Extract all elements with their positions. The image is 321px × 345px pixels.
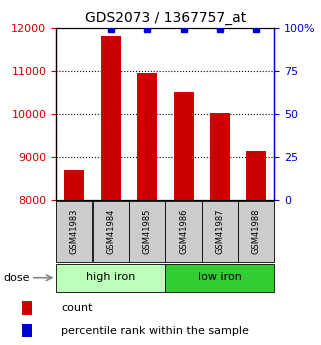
Bar bbox=[22, 324, 32, 337]
Text: GSM41987: GSM41987 bbox=[215, 208, 224, 254]
Text: GSM41988: GSM41988 bbox=[252, 208, 261, 254]
Text: count: count bbox=[61, 303, 92, 313]
Text: percentile rank within the sample: percentile rank within the sample bbox=[61, 326, 249, 336]
Text: high iron: high iron bbox=[86, 272, 135, 282]
FancyBboxPatch shape bbox=[93, 201, 129, 262]
Text: GSM41986: GSM41986 bbox=[179, 208, 188, 254]
Bar bbox=[246, 150, 266, 200]
Text: GSM41984: GSM41984 bbox=[106, 208, 115, 254]
FancyBboxPatch shape bbox=[166, 201, 202, 262]
Bar bbox=[22, 301, 32, 315]
Text: GSM41983: GSM41983 bbox=[70, 208, 79, 254]
FancyBboxPatch shape bbox=[129, 201, 165, 262]
Title: GDS2073 / 1367757_at: GDS2073 / 1367757_at bbox=[85, 11, 246, 25]
FancyBboxPatch shape bbox=[166, 264, 274, 292]
Text: dose: dose bbox=[3, 273, 30, 283]
Bar bbox=[173, 92, 194, 200]
Text: low iron: low iron bbox=[198, 272, 242, 282]
Bar bbox=[137, 73, 157, 200]
FancyBboxPatch shape bbox=[202, 201, 238, 262]
FancyBboxPatch shape bbox=[238, 201, 274, 262]
Bar bbox=[101, 36, 121, 200]
FancyBboxPatch shape bbox=[56, 201, 92, 262]
Text: GSM41985: GSM41985 bbox=[143, 208, 152, 254]
FancyBboxPatch shape bbox=[56, 264, 165, 292]
Bar bbox=[210, 112, 230, 200]
Bar bbox=[64, 170, 84, 200]
